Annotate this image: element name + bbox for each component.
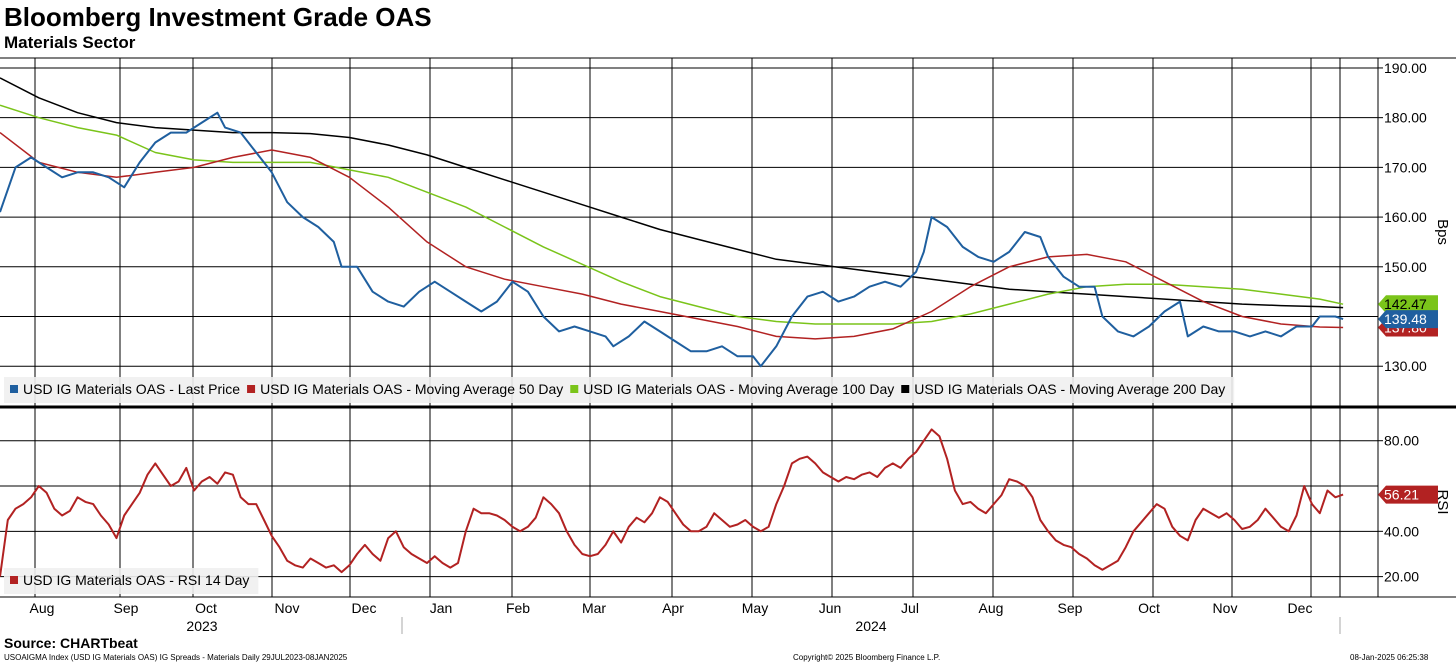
- legend-rsi: USD IG Materials OAS - RSI 14 Day: [4, 568, 259, 594]
- legend-swatch: [10, 576, 18, 584]
- x-tick-label: Jul: [901, 600, 919, 616]
- last-value-last-price: 139.48: [1378, 310, 1438, 329]
- x-tick-label: Sep: [1058, 600, 1083, 616]
- y-tick-label: 40.00: [1384, 523, 1419, 539]
- x-tick-label: Jun: [819, 600, 842, 616]
- y-tick-label: 150.00: [1384, 259, 1427, 275]
- x-tick-label: Oct: [1138, 600, 1160, 616]
- legend-swatch: [570, 385, 579, 393]
- x-tick-label: Apr: [662, 600, 684, 616]
- x-tick-label: Oct: [195, 600, 217, 616]
- source-label: Source: CHARTbeat: [4, 635, 138, 651]
- x-tick-label: Feb: [506, 600, 530, 616]
- x-year-label: 2023: [186, 618, 217, 634]
- x-tick-label: Nov: [275, 600, 300, 616]
- legend-background: [4, 568, 259, 594]
- legend-label: USD IG Materials OAS - RSI 14 Day: [23, 572, 249, 588]
- series-line-ma100: [0, 104, 1344, 325]
- legend-swatch: [10, 385, 18, 393]
- series-line-ma200: [0, 77, 1344, 309]
- series-line-rsi: [0, 428, 1344, 577]
- y-tick-label: 170.00: [1384, 159, 1427, 175]
- chart-title: Bloomberg Investment Grade OAS: [4, 2, 432, 32]
- value-box-shape: [1378, 485, 1438, 504]
- x-tick-label: Mar: [582, 600, 606, 616]
- y-axis-title: RSI: [1434, 489, 1451, 514]
- x-tick-label: Dec: [352, 600, 377, 616]
- legend-label: USD IG Materials OAS - Moving Average 50…: [260, 381, 563, 397]
- x-tick-label: May: [742, 600, 768, 616]
- chart-subtitle: Materials Sector: [4, 33, 136, 52]
- y-tick-label: 130.00: [1384, 358, 1427, 374]
- legend-label: USD IG Materials OAS - Moving Average 20…: [914, 381, 1225, 397]
- legend-main: USD IG Materials OAS - Last Price USD IG …: [4, 377, 1235, 403]
- legend-label: USD IG Materials OAS - Last Price: [23, 381, 240, 397]
- timestamp-text: 08-Jan-2025 06:25:38: [1350, 653, 1429, 662]
- last-value-ma100: 142.47: [1378, 295, 1438, 314]
- index-info: USOAIGMA Index (USD IG Materials OAS) IG…: [4, 653, 348, 662]
- legend-background: [4, 377, 1235, 403]
- x-tick-label: Jan: [430, 600, 453, 616]
- x-tick-label: Nov: [1213, 600, 1238, 616]
- legend-swatch: [901, 385, 910, 393]
- value-box-label: 56.21: [1384, 487, 1419, 503]
- x-tick-label: Dec: [1288, 600, 1313, 616]
- x-tick-label: Aug: [979, 600, 1004, 616]
- y-tick-label: 180.00: [1384, 110, 1427, 126]
- y-tick-label: 20.00: [1384, 569, 1419, 585]
- value-box-label: 139.48: [1384, 311, 1427, 327]
- y-tick-label: 80.00: [1384, 433, 1419, 449]
- x-tick-label: Aug: [30, 600, 55, 616]
- value-box-label: 142.47: [1384, 296, 1427, 312]
- x-year-label: 2024: [855, 618, 886, 634]
- value-box-shape: [1378, 310, 1438, 329]
- last-value-rsi: 56.21: [1378, 485, 1438, 504]
- y-tick-label: 160.00: [1384, 209, 1427, 225]
- series-line-ma50: [0, 132, 1344, 340]
- legend-swatch: [247, 385, 256, 393]
- y-tick-label: 190.00: [1384, 60, 1427, 76]
- copyright-text: Copyright© 2025 Bloomberg Finance L.P.: [793, 653, 941, 662]
- y-axis-title: Bps: [1434, 219, 1451, 245]
- series-line-last-price: [0, 111, 1344, 368]
- legend-label: USD IG Materials OAS - Moving Average 10…: [583, 381, 894, 397]
- x-tick-label: Sep: [114, 600, 139, 616]
- value-box-shape: [1378, 295, 1438, 314]
